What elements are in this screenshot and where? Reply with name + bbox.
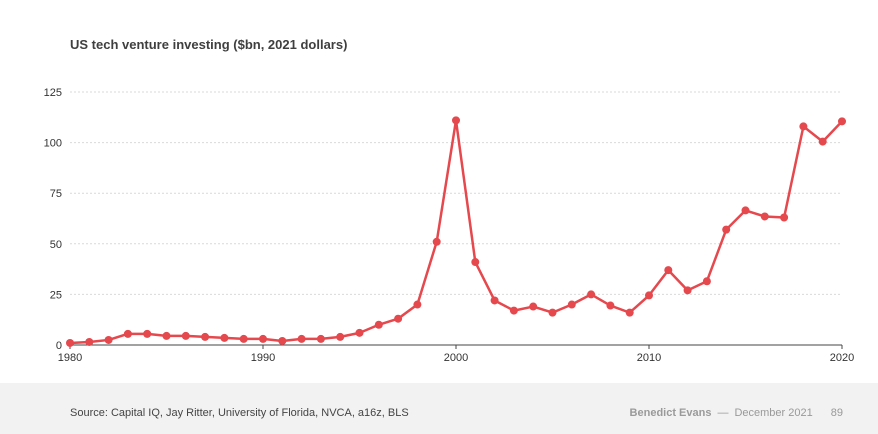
data-point bbox=[181, 331, 190, 340]
data-point bbox=[741, 206, 750, 215]
data-point bbox=[297, 334, 306, 343]
data-point bbox=[567, 300, 576, 309]
data-point bbox=[799, 122, 808, 131]
data-point bbox=[66, 338, 74, 347]
y-tick-label: 50 bbox=[50, 239, 62, 251]
data-point bbox=[645, 291, 653, 300]
attribution: Benedict Evans — December 2021 89 bbox=[630, 407, 843, 419]
x-tick-label: 1980 bbox=[58, 352, 82, 364]
data-point bbox=[432, 237, 441, 246]
page-number: 89 bbox=[830, 407, 843, 419]
data-point bbox=[471, 258, 480, 267]
chart-grid bbox=[70, 91, 842, 346]
footer-bar: Source: Capital IQ, Jay Ritter, Universi… bbox=[0, 383, 878, 434]
data-point bbox=[702, 277, 711, 286]
data-point bbox=[355, 328, 364, 337]
data-point bbox=[664, 266, 673, 275]
data-point bbox=[548, 308, 557, 317]
data-point bbox=[316, 334, 325, 343]
chart-title: US tech venture investing ($bn, 2021 dol… bbox=[70, 37, 348, 52]
y-tick-label: 125 bbox=[44, 87, 62, 99]
data-point bbox=[683, 286, 692, 295]
data-point bbox=[374, 320, 383, 329]
data-point bbox=[143, 329, 152, 338]
data-point bbox=[606, 301, 615, 310]
x-tick-label: 2020 bbox=[830, 352, 854, 364]
x-tick-label: 2010 bbox=[637, 352, 661, 364]
chart-series bbox=[66, 116, 846, 347]
data-point bbox=[201, 332, 210, 341]
data-point bbox=[509, 306, 518, 315]
data-point bbox=[123, 329, 132, 338]
x-tick-label: 1990 bbox=[251, 352, 275, 364]
data-point bbox=[85, 337, 94, 346]
data-point bbox=[760, 212, 769, 221]
line-chart: 0 25 50 75 100 125 1980 1990 2000 2010 2020 bbox=[44, 87, 855, 364]
data-point bbox=[838, 117, 846, 126]
publication-date: December 2021 bbox=[734, 407, 813, 419]
x-axis-ticks: 1980 1990 2000 2010 2020 bbox=[58, 345, 854, 364]
data-point bbox=[587, 290, 596, 299]
data-point bbox=[780, 213, 789, 222]
data-point bbox=[220, 333, 229, 342]
data-point bbox=[278, 336, 287, 345]
data-point bbox=[818, 137, 827, 146]
y-tick-label: 75 bbox=[50, 188, 62, 200]
data-point bbox=[625, 308, 634, 317]
data-point bbox=[239, 334, 248, 343]
y-tick-label: 100 bbox=[44, 138, 62, 150]
data-point bbox=[336, 332, 345, 341]
x-tick-label: 2000 bbox=[444, 352, 468, 364]
data-point bbox=[722, 225, 731, 234]
data-point bbox=[104, 335, 113, 344]
attribution-separator: — bbox=[717, 407, 729, 419]
data-point bbox=[394, 314, 403, 323]
author-name: Benedict Evans bbox=[629, 407, 712, 419]
data-point bbox=[413, 300, 422, 309]
data-point bbox=[259, 334, 267, 343]
source-note: Source: Capital IQ, Jay Ritter, Universi… bbox=[70, 407, 409, 419]
data-point bbox=[452, 116, 460, 125]
y-axis-ticks: 0 25 50 75 100 125 bbox=[44, 87, 62, 352]
y-tick-label: 25 bbox=[50, 289, 62, 301]
data-point bbox=[529, 302, 538, 311]
data-point bbox=[490, 296, 499, 305]
y-tick-label: 0 bbox=[56, 340, 62, 352]
data-point bbox=[162, 331, 171, 340]
